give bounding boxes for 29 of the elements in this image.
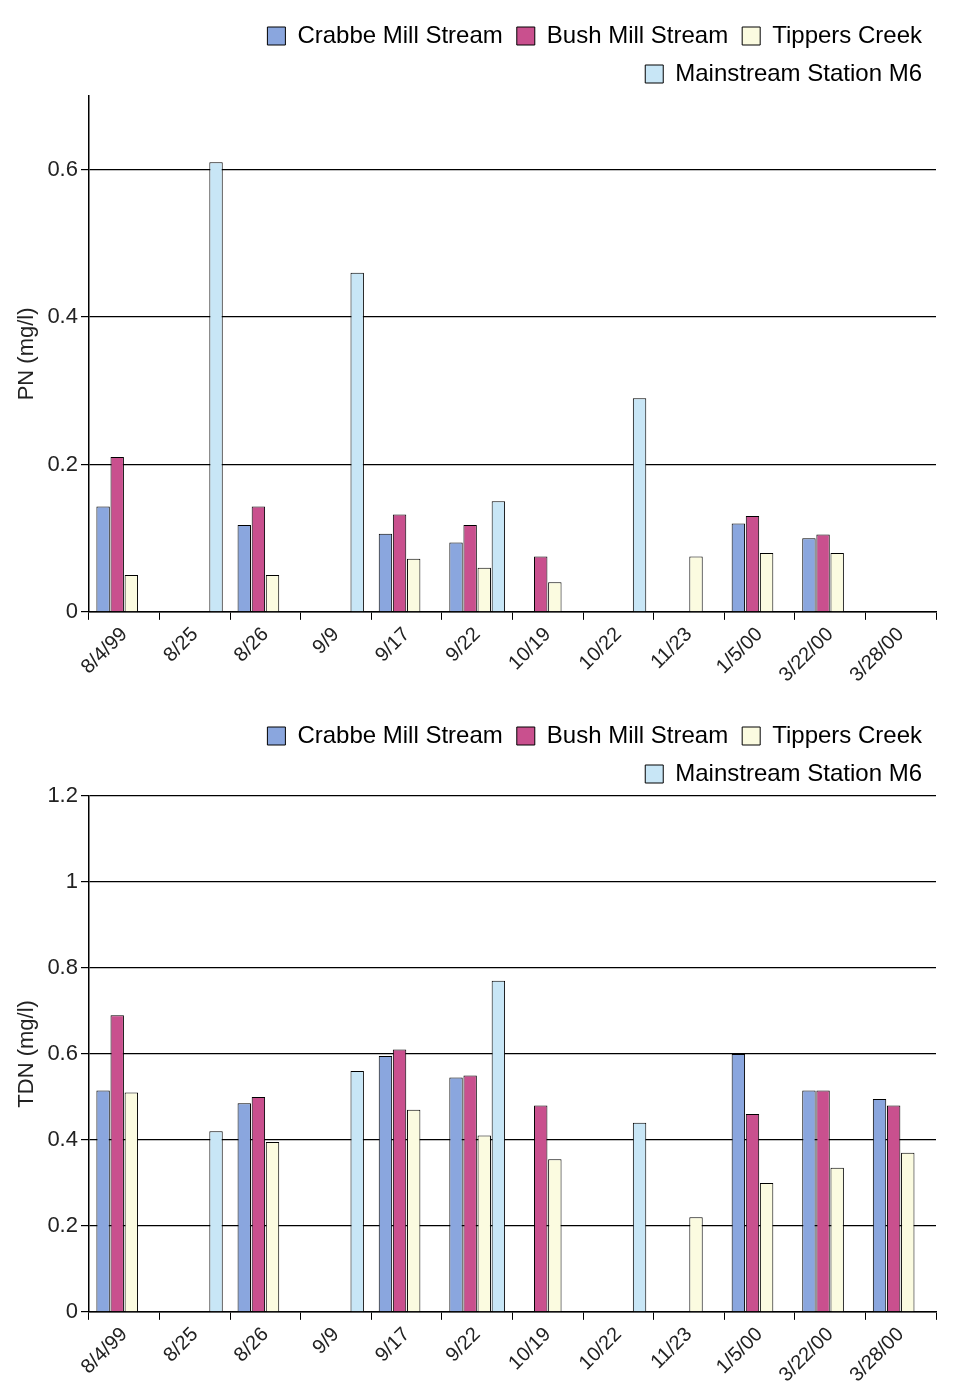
y-axis-title: TDN (mg/l) — [13, 1000, 39, 1108]
legend-label: Crabbe Mill Stream — [297, 720, 503, 748]
y-tick-label: 1 — [65, 868, 78, 894]
x-tick-label: 8/26 — [229, 1322, 273, 1366]
legend-label: Bush Mill Stream — [546, 720, 729, 748]
y-axis-title: PN (mg/l) — [13, 307, 39, 401]
x-tick-label: 9/9 — [307, 1322, 343, 1358]
x-tick-label: 8/26 — [229, 622, 273, 666]
y-tick-label: 0.2 — [47, 450, 78, 476]
legend-label: Mainstream Station M6 — [675, 58, 922, 86]
y-tick-label: 0.8 — [47, 954, 78, 980]
y-tick-label: 0.6 — [47, 155, 78, 181]
y-tick-label: 0 — [65, 1297, 78, 1323]
legend-label: Tippers Creek — [772, 20, 923, 48]
x-tick-label: 9/9 — [307, 622, 343, 658]
legend-label: Bush Mill Stream — [546, 20, 729, 48]
legend-label: Mainstream Station M6 — [675, 758, 922, 786]
x-tick-label: 9/22 — [440, 622, 484, 666]
y-tick-label: 0.6 — [47, 1039, 78, 1065]
x-tick-label: 8/25 — [158, 622, 202, 666]
x-tick-label: 9/22 — [440, 1322, 484, 1366]
y-tick-label: 0 — [65, 597, 78, 623]
y-tick-label: 0.4 — [47, 1125, 78, 1151]
y-tick-label: 1.2 — [47, 782, 78, 808]
y-tick-label: 0.4 — [47, 303, 78, 329]
legend-label: Crabbe Mill Stream — [297, 20, 503, 48]
y-tick-label: 0.2 — [47, 1211, 78, 1237]
legend-label: Tippers Creek — [772, 720, 923, 748]
x-tick-label: 8/25 — [158, 1322, 202, 1366]
